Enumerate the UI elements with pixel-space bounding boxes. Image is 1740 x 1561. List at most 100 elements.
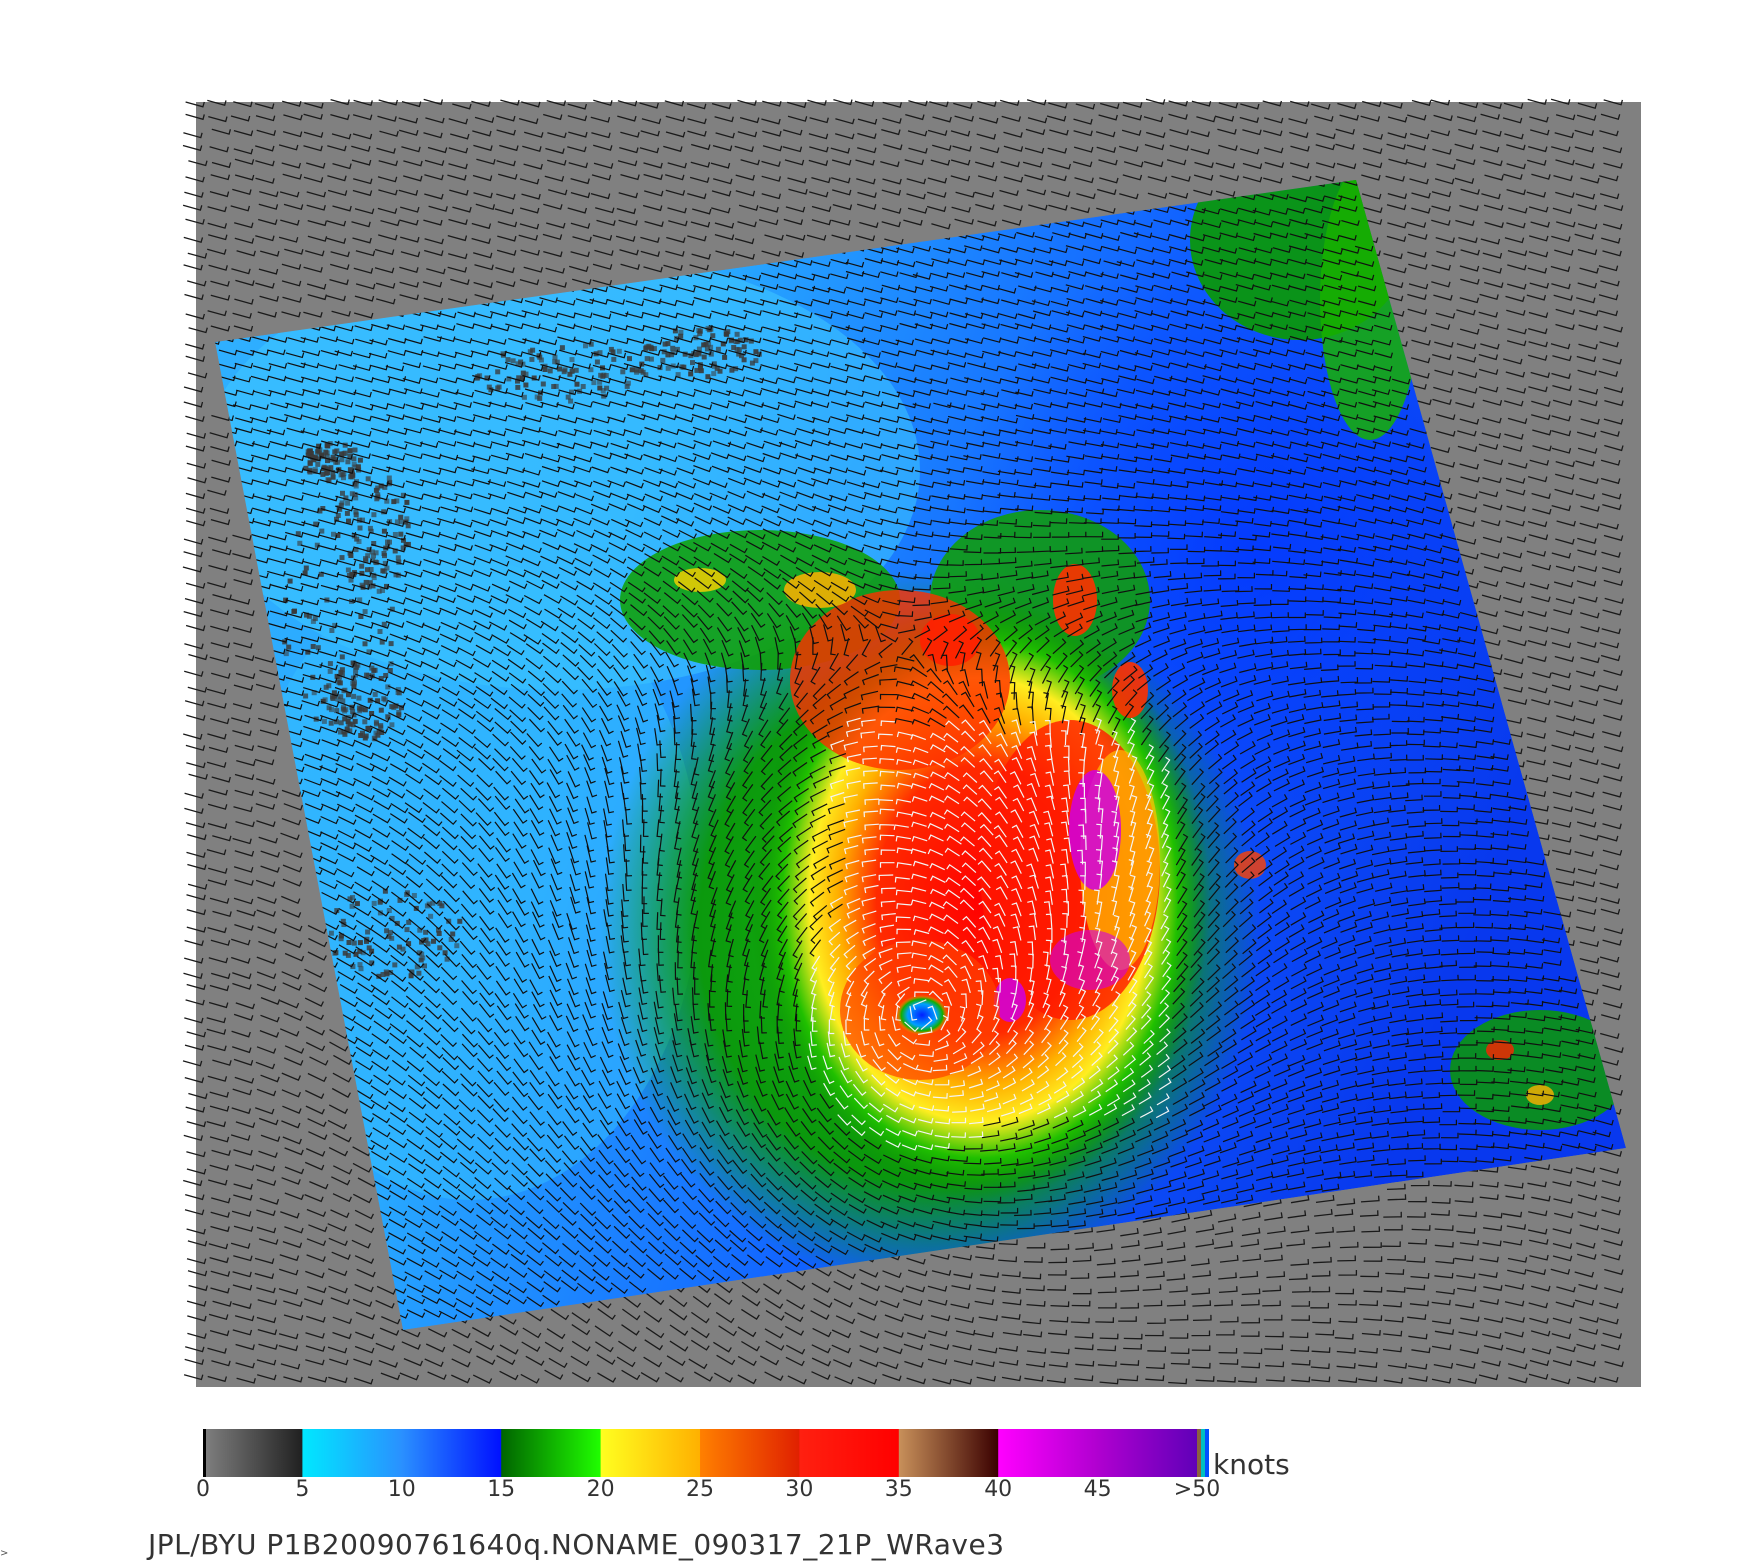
wind-barb: [1185, 519, 1204, 526]
wind-barb: [334, 441, 353, 447]
wind-barb: [1184, 585, 1203, 594]
wind-barb: [981, 271, 1000, 277]
rain-flag-cell: [405, 541, 411, 547]
wind-barb: [640, 250, 661, 258]
wind-barb: [378, 189, 398, 196]
rain-flag-cell: [324, 442, 330, 448]
wind-barb: [544, 670, 562, 684]
wind-barb: [1117, 505, 1135, 512]
wind-barb: [948, 247, 967, 254]
wind-barb: [234, 1076, 255, 1084]
wind-barb: [855, 159, 875, 166]
rain-flag-cell: [349, 491, 355, 497]
wind-barb: [1454, 1181, 1474, 1188]
wind-barb: [1170, 583, 1189, 591]
wind-barb: [1458, 1330, 1478, 1337]
wind-barb: [1338, 661, 1356, 667]
wind-barb: [1242, 129, 1262, 136]
wind-barb: [1506, 1224, 1527, 1230]
wind-barb: [1085, 639, 1101, 654]
wind-barb: [1555, 880, 1575, 887]
rain-flag-cell: [339, 452, 345, 458]
rain-flag-cell: [362, 609, 368, 615]
rain-flag-cell: [334, 516, 339, 522]
wind-barb: [858, 624, 869, 642]
wind-barb: [830, 637, 836, 656]
wind-barb: [1303, 521, 1323, 528]
wind-barb: [1528, 327, 1548, 335]
wind-barb: [1264, 1254, 1283, 1263]
wind-barb: [830, 258, 849, 265]
wind-barb: [1288, 688, 1307, 698]
wind-barb: [1262, 1300, 1281, 1307]
wind-barb: [1101, 585, 1120, 595]
wind-barb: [857, 132, 877, 140]
wind-barb: [1186, 351, 1205, 358]
rain-flag-cell: [375, 698, 381, 704]
rain-flagged-cells: [282, 325, 762, 979]
wind-barb: [1504, 133, 1524, 140]
wind-barb: [863, 569, 883, 577]
wind-barb: [353, 267, 374, 274]
wind-barb: [305, 1089, 325, 1100]
wind-barb: [965, 520, 984, 526]
rain-flag-cell: [382, 560, 388, 566]
wind-barb: [1505, 1347, 1526, 1354]
wind-barb: [759, 283, 779, 290]
wind-barb: [1237, 624, 1256, 633]
wind-barb: [509, 580, 528, 590]
wind-barb: [644, 493, 663, 502]
wind-barb: [846, 313, 865, 320]
wind-barb: [1116, 336, 1136, 343]
wind-barb: [235, 1002, 256, 1010]
wind-barb: [207, 310, 227, 317]
wind-barb: [1290, 1194, 1310, 1204]
wind-barb: [881, 494, 901, 501]
wind-barb: [309, 1181, 329, 1190]
wind-barb: [452, 103, 472, 110]
wind-barb: [1271, 400, 1291, 407]
rain-flag-cell: [334, 908, 340, 914]
wind-barb: [1191, 1258, 1210, 1267]
wind-barb: [1504, 1284, 1525, 1290]
wind-barb: [747, 530, 766, 540]
wind-barb: [251, 442, 271, 449]
wind-barb: [497, 235, 517, 242]
wind-barb: [785, 603, 802, 618]
rain-flag-cell: [521, 394, 527, 400]
wind-barb: [1553, 1198, 1573, 1204]
wind-barb: [1286, 1239, 1305, 1247]
wind-barb: [954, 1317, 975, 1323]
wind-barb: [1484, 281, 1504, 289]
wind-barb: [1527, 267, 1548, 274]
wind-barb: [208, 1313, 229, 1320]
wind-barb: [304, 1161, 325, 1171]
wind-barb: [233, 404, 252, 411]
wind-barb: [1454, 1197, 1474, 1203]
wind-barb: [233, 568, 253, 575]
wind-barb: [930, 272, 949, 279]
wind-barb: [980, 365, 999, 372]
wind-barb: [283, 1376, 303, 1383]
wind-barb: [490, 568, 509, 577]
wind-barb: [693, 440, 712, 447]
rain-flag-cell: [697, 331, 703, 337]
wind-barb: [1436, 250, 1456, 258]
wind-barb: [523, 506, 542, 514]
wind-barb: [1237, 219, 1257, 226]
wind-barb: [1048, 102, 1068, 109]
wind-barb: [233, 1183, 253, 1190]
wind-barb: [1579, 834, 1599, 841]
wind-barb: [354, 208, 375, 215]
wind-barb: [1386, 235, 1407, 243]
wind-barb: [1321, 365, 1341, 372]
wind-barb: [1372, 545, 1392, 551]
wind-barb: [232, 534, 252, 541]
rain-flag-cell: [324, 453, 330, 459]
wind-barb: [981, 298, 1000, 305]
rain-flag-cell: [353, 547, 359, 553]
wind-barb: [1008, 651, 1018, 670]
rain-flag-cell: [372, 736, 378, 742]
wind-barb: [714, 1281, 733, 1294]
wind-barb: [1187, 687, 1203, 702]
